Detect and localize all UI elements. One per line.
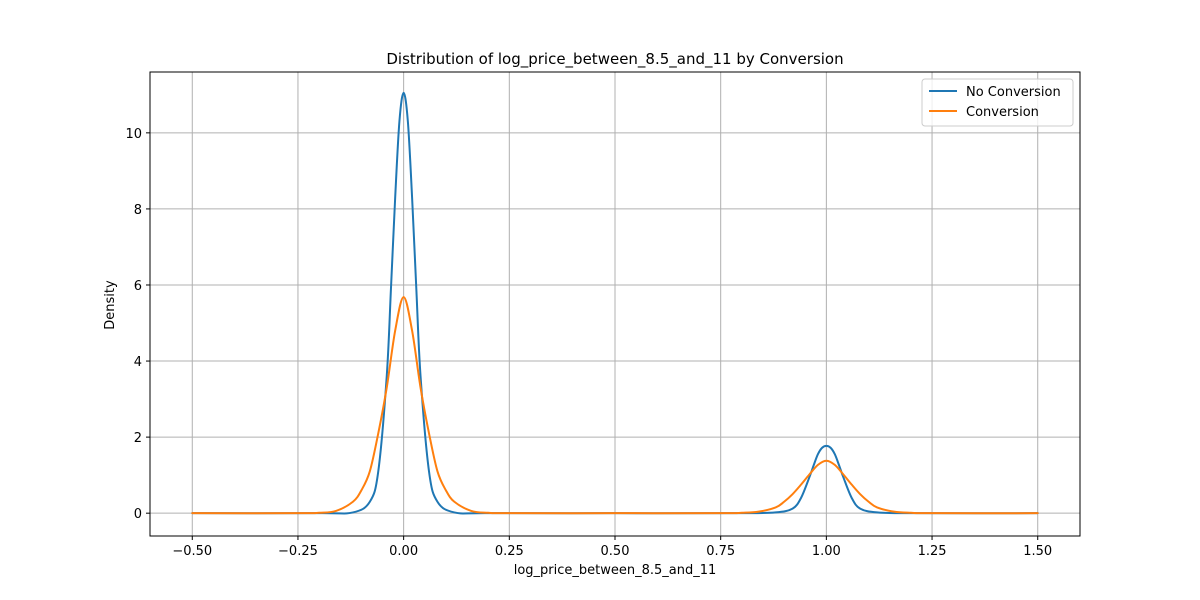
y-tick-label: 2	[134, 431, 142, 446]
series-line-conversion	[191, 296, 1039, 515]
x-axis-label: log_price_between_8.5_and_11	[514, 563, 717, 578]
legend-label-conversion: Conversion	[966, 105, 1039, 120]
legend: No Conversion Conversion	[921, 78, 1074, 127]
legend-label-no-conversion: No Conversion	[966, 85, 1061, 100]
y-tick-label: 8	[134, 203, 142, 218]
x-tick-label: −0.50	[172, 544, 212, 559]
x-axis-ticks: −0.50 −0.25 0.00 0.25 0.50 0.75 1.00 1.25 1.50	[172, 536, 1052, 559]
series-layer	[191, 91, 1039, 515]
x-tick-label: 1.50	[1023, 544, 1052, 559]
x-tick-label: 0.00	[389, 544, 418, 559]
y-tick-label: 6	[134, 279, 142, 294]
legend-frame	[921, 78, 1074, 127]
y-axis-label: Density	[103, 280, 118, 330]
y-tick-label: 4	[134, 355, 142, 370]
x-tick-label: 0.25	[495, 544, 524, 559]
x-tick-label: 0.75	[706, 544, 735, 559]
y-tick-label: 10	[125, 127, 142, 142]
y-axis-ticks: 0 2 4 6 8 10	[125, 127, 150, 522]
x-tick-label: 1.25	[918, 544, 947, 559]
y-tick-label: 0	[134, 507, 142, 522]
x-tick-label: 0.50	[601, 544, 630, 559]
x-tick-label: −0.25	[278, 544, 318, 559]
x-tick-label: 1.00	[812, 544, 841, 559]
chart-title: Distribution of log_price_between_8.5_an…	[386, 50, 843, 69]
